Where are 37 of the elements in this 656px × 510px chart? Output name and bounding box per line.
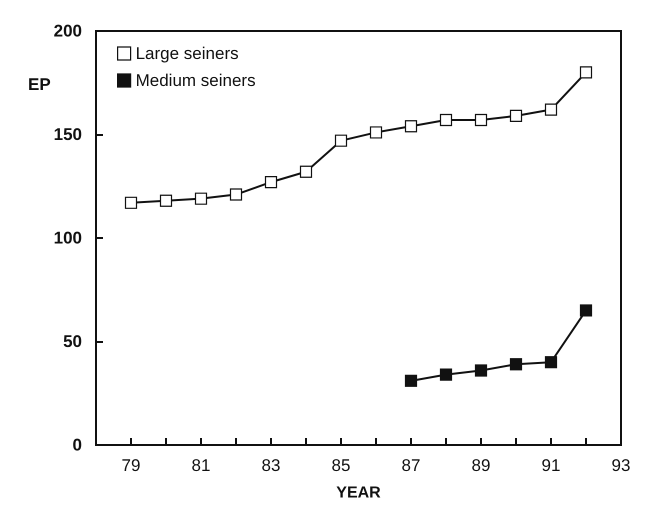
point (580, 304, 592, 317)
y-tick-label: 200 (54, 22, 82, 40)
x-tick-label: 87 (402, 456, 420, 475)
point (580, 66, 592, 78)
point (440, 368, 452, 381)
x-tick-label: 79 (122, 456, 140, 475)
y-tick-label: 0 (72, 436, 82, 454)
point (404, 120, 418, 132)
point (474, 114, 488, 126)
x-tick-label: 83 (262, 456, 280, 475)
point (300, 166, 312, 178)
y-tick-label: 150 (54, 125, 82, 144)
point (544, 104, 558, 116)
x-tick-label: 93 (612, 456, 630, 475)
y-axis-title: EP (28, 75, 51, 94)
point (544, 356, 558, 368)
point (194, 192, 208, 205)
point (370, 126, 382, 139)
y-tick-label: 100 (54, 228, 82, 248)
legend-label: Medium seiners (136, 71, 256, 90)
x-tick-label: 85 (332, 456, 350, 475)
legend-label: Large seiners (136, 44, 239, 63)
x-tick-label: 89 (472, 456, 490, 475)
point (124, 196, 138, 209)
point (230, 188, 242, 201)
y-tick-label: 50 (63, 332, 82, 351)
x-tick-label: 81 (192, 456, 210, 475)
point (510, 358, 522, 370)
x-tick-label: 91 (542, 456, 560, 475)
x-axis-title: YEAR (336, 484, 382, 502)
point (474, 364, 488, 377)
point (440, 114, 452, 126)
point (510, 110, 522, 122)
point (160, 194, 172, 207)
point (404, 374, 418, 387)
point (264, 176, 278, 188)
point (334, 134, 348, 147)
